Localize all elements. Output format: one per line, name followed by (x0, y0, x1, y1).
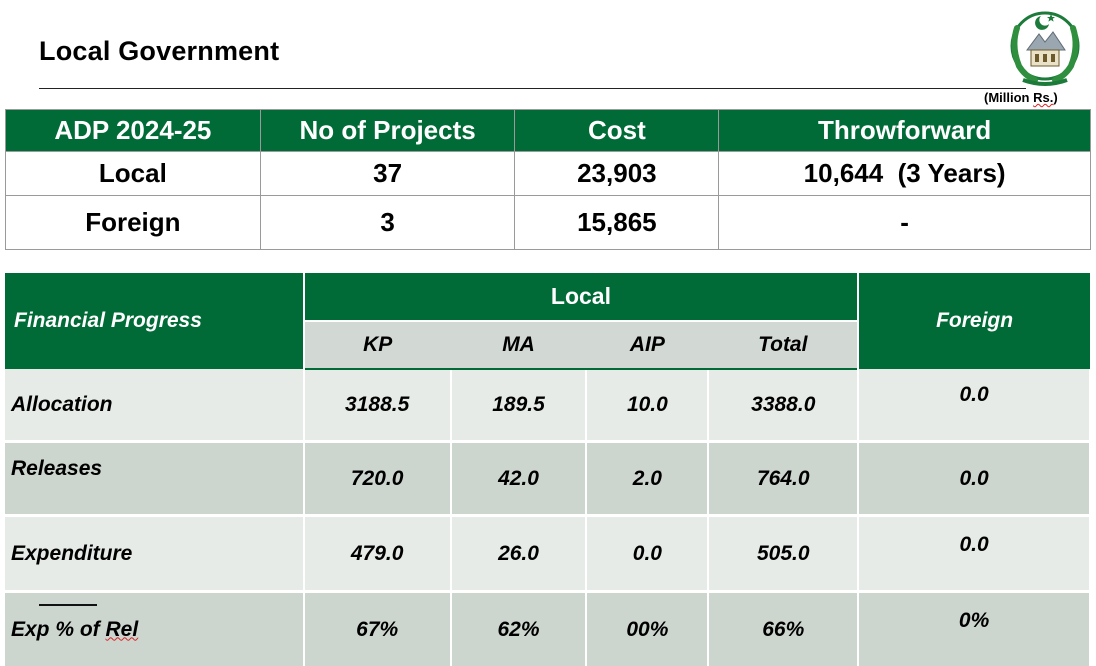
cell-foreign: 0.0 (858, 442, 1090, 516)
cell-foreign: 0.0 (858, 516, 1090, 592)
cell-total: 764.0 (708, 442, 858, 516)
summary-throwforward: 10,644 (3 Years) (719, 152, 1091, 196)
cell-aip: 2.0 (586, 442, 708, 516)
financial-progress-header: Financial Progress (5, 273, 304, 369)
foreign-header: Foreign (858, 273, 1090, 369)
adp-summary-table: ADP 2024-25 No of Projects Cost Throwfor… (5, 109, 1091, 250)
summary-cost: 15,865 (515, 196, 719, 250)
summary-header-throwforward: Throwforward (719, 110, 1091, 152)
local-group-header: Local (304, 273, 858, 321)
cell-aip: 00% (586, 592, 708, 666)
cell-total: 3388.0 (708, 369, 858, 442)
summary-row-local: Local 37 23,903 10,644 (3 Years) (6, 152, 1091, 196)
progress-header-row-1: Financial Progress Local Foreign (5, 273, 1090, 321)
summary-header-cost: Cost (515, 110, 719, 152)
progress-row-releases: Releases 720.0 42.0 2.0 764.0 0.0 (5, 442, 1090, 516)
subheader-aip: AIP (586, 321, 708, 369)
cell-total: 66% (708, 592, 858, 666)
summary-projects: 37 (260, 152, 515, 196)
unit-note-suffix: ) (1053, 90, 1057, 105)
cell-ma: 42.0 (451, 442, 587, 516)
cell-kp: 67% (304, 592, 451, 666)
progress-row-exp-pct: Exp % of Rel 67% 62% 00% 66% 0% (5, 592, 1090, 666)
progress-row-allocation: Allocation 3188.5 189.5 10.0 3388.0 0.0 (5, 369, 1090, 442)
cell-kp: 3188.5 (304, 369, 451, 442)
summary-label: Local (6, 152, 261, 196)
row-label: Expenditure (5, 516, 304, 592)
summary-projects: 3 (260, 196, 515, 250)
summary-cost: 23,903 (515, 152, 719, 196)
cell-ma: 26.0 (451, 516, 587, 592)
bottom-underline-mark (39, 604, 97, 606)
unit-note-tail: Rs. (1033, 90, 1053, 105)
financial-progress-table: Financial Progress Local Foreign KP MA A… (5, 273, 1091, 666)
cell-aip: 0.0 (586, 516, 708, 592)
cell-ma: 189.5 (451, 369, 587, 442)
subheader-ma: MA (451, 321, 587, 369)
row-label: Exp % of Rel (5, 592, 304, 666)
subheader-kp: KP (304, 321, 451, 369)
cell-kp: 479.0 (304, 516, 451, 592)
summary-throwforward: - (719, 196, 1091, 250)
cell-kp: 720.0 (304, 442, 451, 516)
cell-foreign: 0% (858, 592, 1090, 666)
summary-label: Foreign (6, 196, 261, 250)
unit-note-prefix: (Million (984, 90, 1033, 105)
row-label: Releases (5, 442, 304, 516)
cell-ma: 62% (451, 592, 587, 666)
page-title: Local Government (39, 36, 279, 67)
cell-total: 505.0 (708, 516, 858, 592)
summary-header-row: ADP 2024-25 No of Projects Cost Throwfor… (6, 110, 1091, 152)
summary-header-adp: ADP 2024-25 (6, 110, 261, 152)
progress-row-expenditure: Expenditure 479.0 26.0 0.0 505.0 0.0 (5, 516, 1090, 592)
cell-foreign: 0.0 (858, 369, 1090, 442)
row-label: Allocation (5, 369, 304, 442)
subheader-total: Total (708, 321, 858, 369)
cell-aip: 10.0 (586, 369, 708, 442)
summary-header-projects: No of Projects (260, 110, 515, 152)
unit-note: (Million Rs.) (984, 90, 1058, 105)
row-label-tail: Rel (106, 618, 139, 641)
title-divider (39, 88, 1026, 89)
provincial-emblem-icon (1005, 6, 1085, 88)
summary-row-foreign: Foreign 3 15,865 - (6, 196, 1091, 250)
row-label-prefix: Exp % of (11, 618, 106, 641)
